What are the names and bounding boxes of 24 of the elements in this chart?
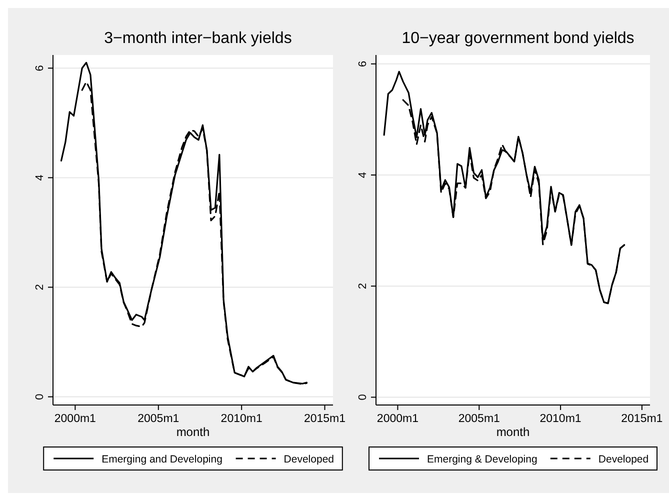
y-tick-label: 6 [357,60,369,67]
chart-title: 10−year government bond yields [402,30,634,47]
x-tick-label: 2005m1 [458,413,500,425]
y-tick-label: 4 [357,172,369,178]
x-tick-label: 2000m1 [376,413,418,425]
legend-label: Developed [284,454,334,466]
y-tick-label: 0 [357,394,369,400]
x-axis-title: month [496,425,530,439]
x-tick-label: 2015m1 [304,413,346,425]
x-tick-label: 2000m1 [54,413,96,425]
chart-title: 3−month inter−bank yields [104,30,292,47]
x-tick-label: 2005m1 [138,413,180,425]
y-tick-label: 0 [34,394,46,400]
y-tick-label: 2 [357,283,369,290]
legend-label: Emerging and Developing [102,454,223,466]
legend-label: Emerging & Developing [427,454,538,466]
legend-label: Developed [598,454,649,466]
x-axis-title: month [176,425,210,439]
y-tick-label: 4 [34,174,46,181]
x-tick-label: 2010m1 [220,413,262,425]
y-tick-label: 2 [34,284,46,290]
x-tick-label: 2015m1 [621,413,663,425]
y-tick-label: 6 [34,65,46,72]
x-tick-label: 2010m1 [540,413,582,425]
